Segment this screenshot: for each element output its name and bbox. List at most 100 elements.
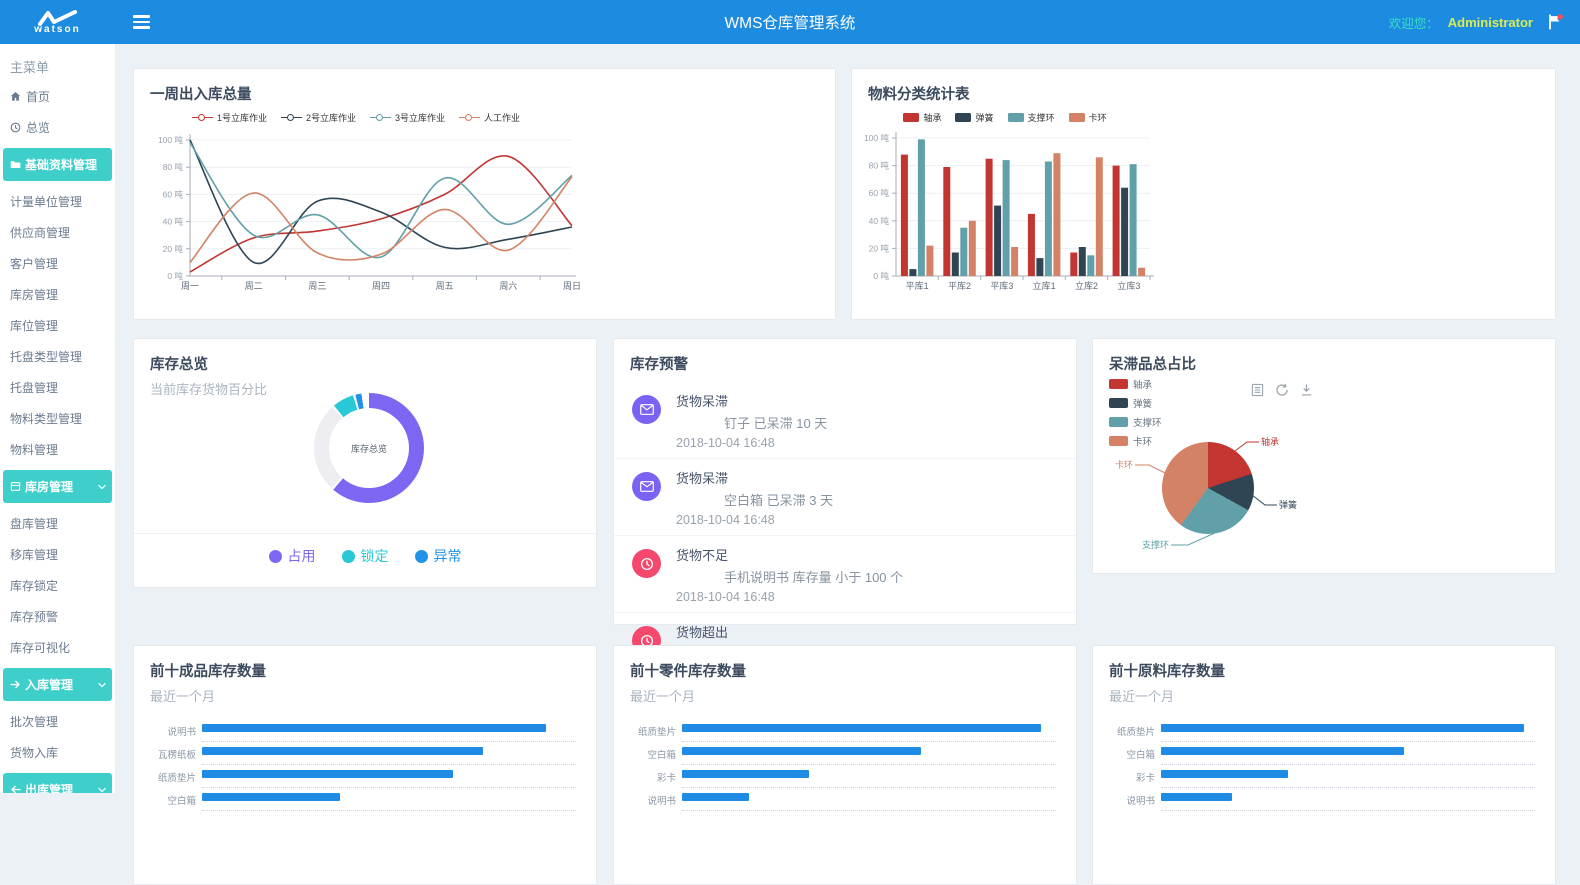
bar-chart-legend: 轴承 弹簧 支撑环 卡环 [852, 111, 1158, 124]
legend-swatch [903, 113, 920, 122]
card-title: 一周出入库总量 [150, 87, 252, 103]
hbar-track [202, 742, 576, 765]
legend-label: 1号立库作业 [216, 113, 267, 123]
svg-text:平库1: 平库1 [906, 280, 929, 291]
alert-type: 货物呆滞 [676, 394, 729, 409]
legend-item[interactable]: 弹簧 [955, 111, 994, 124]
sidebar-item[interactable]: 库房管理 [3, 470, 112, 503]
legend-item[interactable]: 支撑环 [1007, 111, 1055, 124]
legend-item[interactable]: 占用 [268, 546, 316, 566]
clock-icon [632, 549, 661, 578]
sidebar-item[interactable]: 批次管理 [0, 706, 115, 737]
refresh-icon[interactable] [1275, 383, 1289, 397]
notification-flag-icon[interactable] [1546, 13, 1564, 31]
sidebar-item[interactable]: 移库管理 [0, 539, 115, 570]
sidebar-item[interactable]: 计量单位管理 [0, 186, 115, 217]
legend-item[interactable]: 3号立库作业 [370, 111, 445, 124]
alert-description: 手机说明书 库存量 小于 100 个 [724, 570, 904, 585]
card-top-raw: 前十原料库存数量 最近一个月 纸质垫片 空白箱 彩卡 说明书 [1092, 645, 1556, 885]
sidebar-item[interactable]: 托盘类型管理 [0, 341, 115, 372]
legend-item[interactable]: 异常 [414, 546, 462, 566]
sidebar-item[interactable]: 基础资料管理 [3, 148, 112, 181]
legend-label: 支撑环 [1133, 418, 1162, 429]
sidebar-item-label: 总览 [26, 121, 51, 135]
hbar-row: 纸质垫片 [614, 719, 1068, 742]
sidebar-item[interactable]: 库存锁定 [0, 570, 115, 601]
sidebar-item[interactable]: 库存可视化 [0, 632, 115, 663]
hbar-track [202, 788, 576, 811]
sidebar-item-label: 计量单位管理 [10, 195, 83, 209]
card-weekly-io-totals: 一周出入库总量 1号立库作业 2号立库作业 3号立库作业 人工作业 0 吨 20 吨 40… [133, 68, 836, 320]
donut-legend: 占用 锁定 异常 [134, 546, 596, 566]
sidebar-item[interactable]: 库存预警 [0, 601, 115, 632]
home-icon [10, 91, 21, 102]
svg-text:周三: 周三 [308, 281, 326, 291]
card-title: 库存预警 [630, 357, 688, 373]
card-subtitle: 当前库存货物百分比 [150, 382, 268, 397]
hbar-gridline [682, 741, 1056, 742]
legend-label: 弹簧 [975, 113, 994, 123]
legend-item[interactable]: 轴承 [1109, 377, 1162, 391]
alert-type: 货物超出 [676, 625, 729, 640]
svg-text:周日: 周日 [563, 281, 581, 291]
sidebar-item[interactable]: 供应商管理 [0, 217, 115, 248]
hbar-label: 说明书 [1126, 796, 1155, 807]
sidebar-item[interactable]: 入库管理 [3, 668, 112, 701]
menu-toggle-icon[interactable] [129, 11, 154, 33]
sidebar-item[interactable]: 货物入库 [0, 737, 115, 768]
legend-dot [341, 549, 355, 563]
sidebar-item[interactable]: 库位管理 [0, 310, 115, 341]
sidebar-item-label: 库存预警 [10, 610, 59, 624]
app-header: watson WMS仓库管理系统 欢迎您： Administrator [0, 0, 1580, 44]
sidebar-item[interactable]: 物料类型管理 [0, 403, 115, 434]
sidebar-item[interactable]: 总览 [0, 112, 115, 143]
card-subtitle: 最近一个月 [630, 689, 696, 704]
hbar-gridline [1161, 810, 1535, 811]
legend-swatch [955, 113, 972, 122]
hbar-fill [682, 747, 922, 755]
hbar-track [682, 742, 1056, 765]
username[interactable]: Administrator [1447, 14, 1533, 30]
legend-swatch [1109, 417, 1128, 427]
svg-text:100 吨: 100 吨 [158, 135, 184, 145]
line-marker-icon [459, 113, 481, 122]
svg-text:60 吨: 60 吨 [163, 189, 184, 199]
hbar-label: 纸质垫片 [157, 773, 196, 784]
legend-item[interactable]: 1号立库作业 [191, 111, 267, 124]
download-icon[interactable] [1300, 383, 1313, 397]
legend-item[interactable]: 弹簧 [1109, 396, 1162, 410]
legend-item[interactable]: 人工作业 [459, 111, 520, 124]
svg-text:周一: 周一 [181, 281, 199, 291]
hbar-label: 说明书 [167, 727, 196, 738]
sidebar-item[interactable]: 客户管理 [0, 248, 115, 279]
svg-text:60 吨: 60 吨 [869, 188, 890, 198]
sidebar-item[interactable]: 物料管理 [0, 434, 115, 465]
sidebar-item[interactable]: 首页 [0, 81, 115, 112]
svg-text:0 吨: 0 吨 [167, 271, 183, 281]
svg-text:周二: 周二 [245, 281, 263, 291]
hbar-fill [682, 770, 810, 778]
legend-item[interactable]: 卡环 [1068, 111, 1107, 124]
alert-timestamp: 2018-10-04 16:48 [676, 513, 775, 527]
legend-item[interactable]: 锁定 [341, 546, 389, 566]
hbar-gridline [1161, 741, 1535, 742]
legend-item[interactable]: 支撑环 [1109, 415, 1162, 429]
alert-description: 空白箱 已呆滞 3 天 [724, 493, 834, 508]
sidebar-item[interactable]: 出库管理 [3, 773, 112, 793]
hbar-label: 纸质垫片 [1116, 727, 1155, 738]
sidebar-item[interactable]: 托盘管理 [0, 372, 115, 403]
sidebar-item[interactable]: 库房管理 [0, 279, 115, 310]
chevron-down-icon [97, 785, 109, 794]
card-top-finished: 前十成品库存数量 最近一个月 说明书 瓦楞纸板 纸质垫片 空白箱 [133, 645, 597, 885]
hbar-chart: 纸质垫片 空白箱 彩卡 说明书 [1093, 719, 1547, 811]
legend-swatch [1068, 113, 1085, 122]
alert-type: 货物呆滞 [676, 471, 729, 486]
legend-item[interactable]: 2号立库作业 [280, 111, 356, 124]
svg-text:周五: 周五 [436, 281, 454, 291]
legend-item[interactable]: 轴承 [903, 111, 941, 124]
data-view-icon[interactable] [1251, 383, 1264, 397]
sidebar-item[interactable]: 盘库管理 [0, 508, 115, 539]
legend-item[interactable]: 卡环 [1109, 434, 1162, 448]
card-title: 前十成品库存数量 [150, 664, 266, 680]
hbar-gridline [682, 764, 1056, 765]
